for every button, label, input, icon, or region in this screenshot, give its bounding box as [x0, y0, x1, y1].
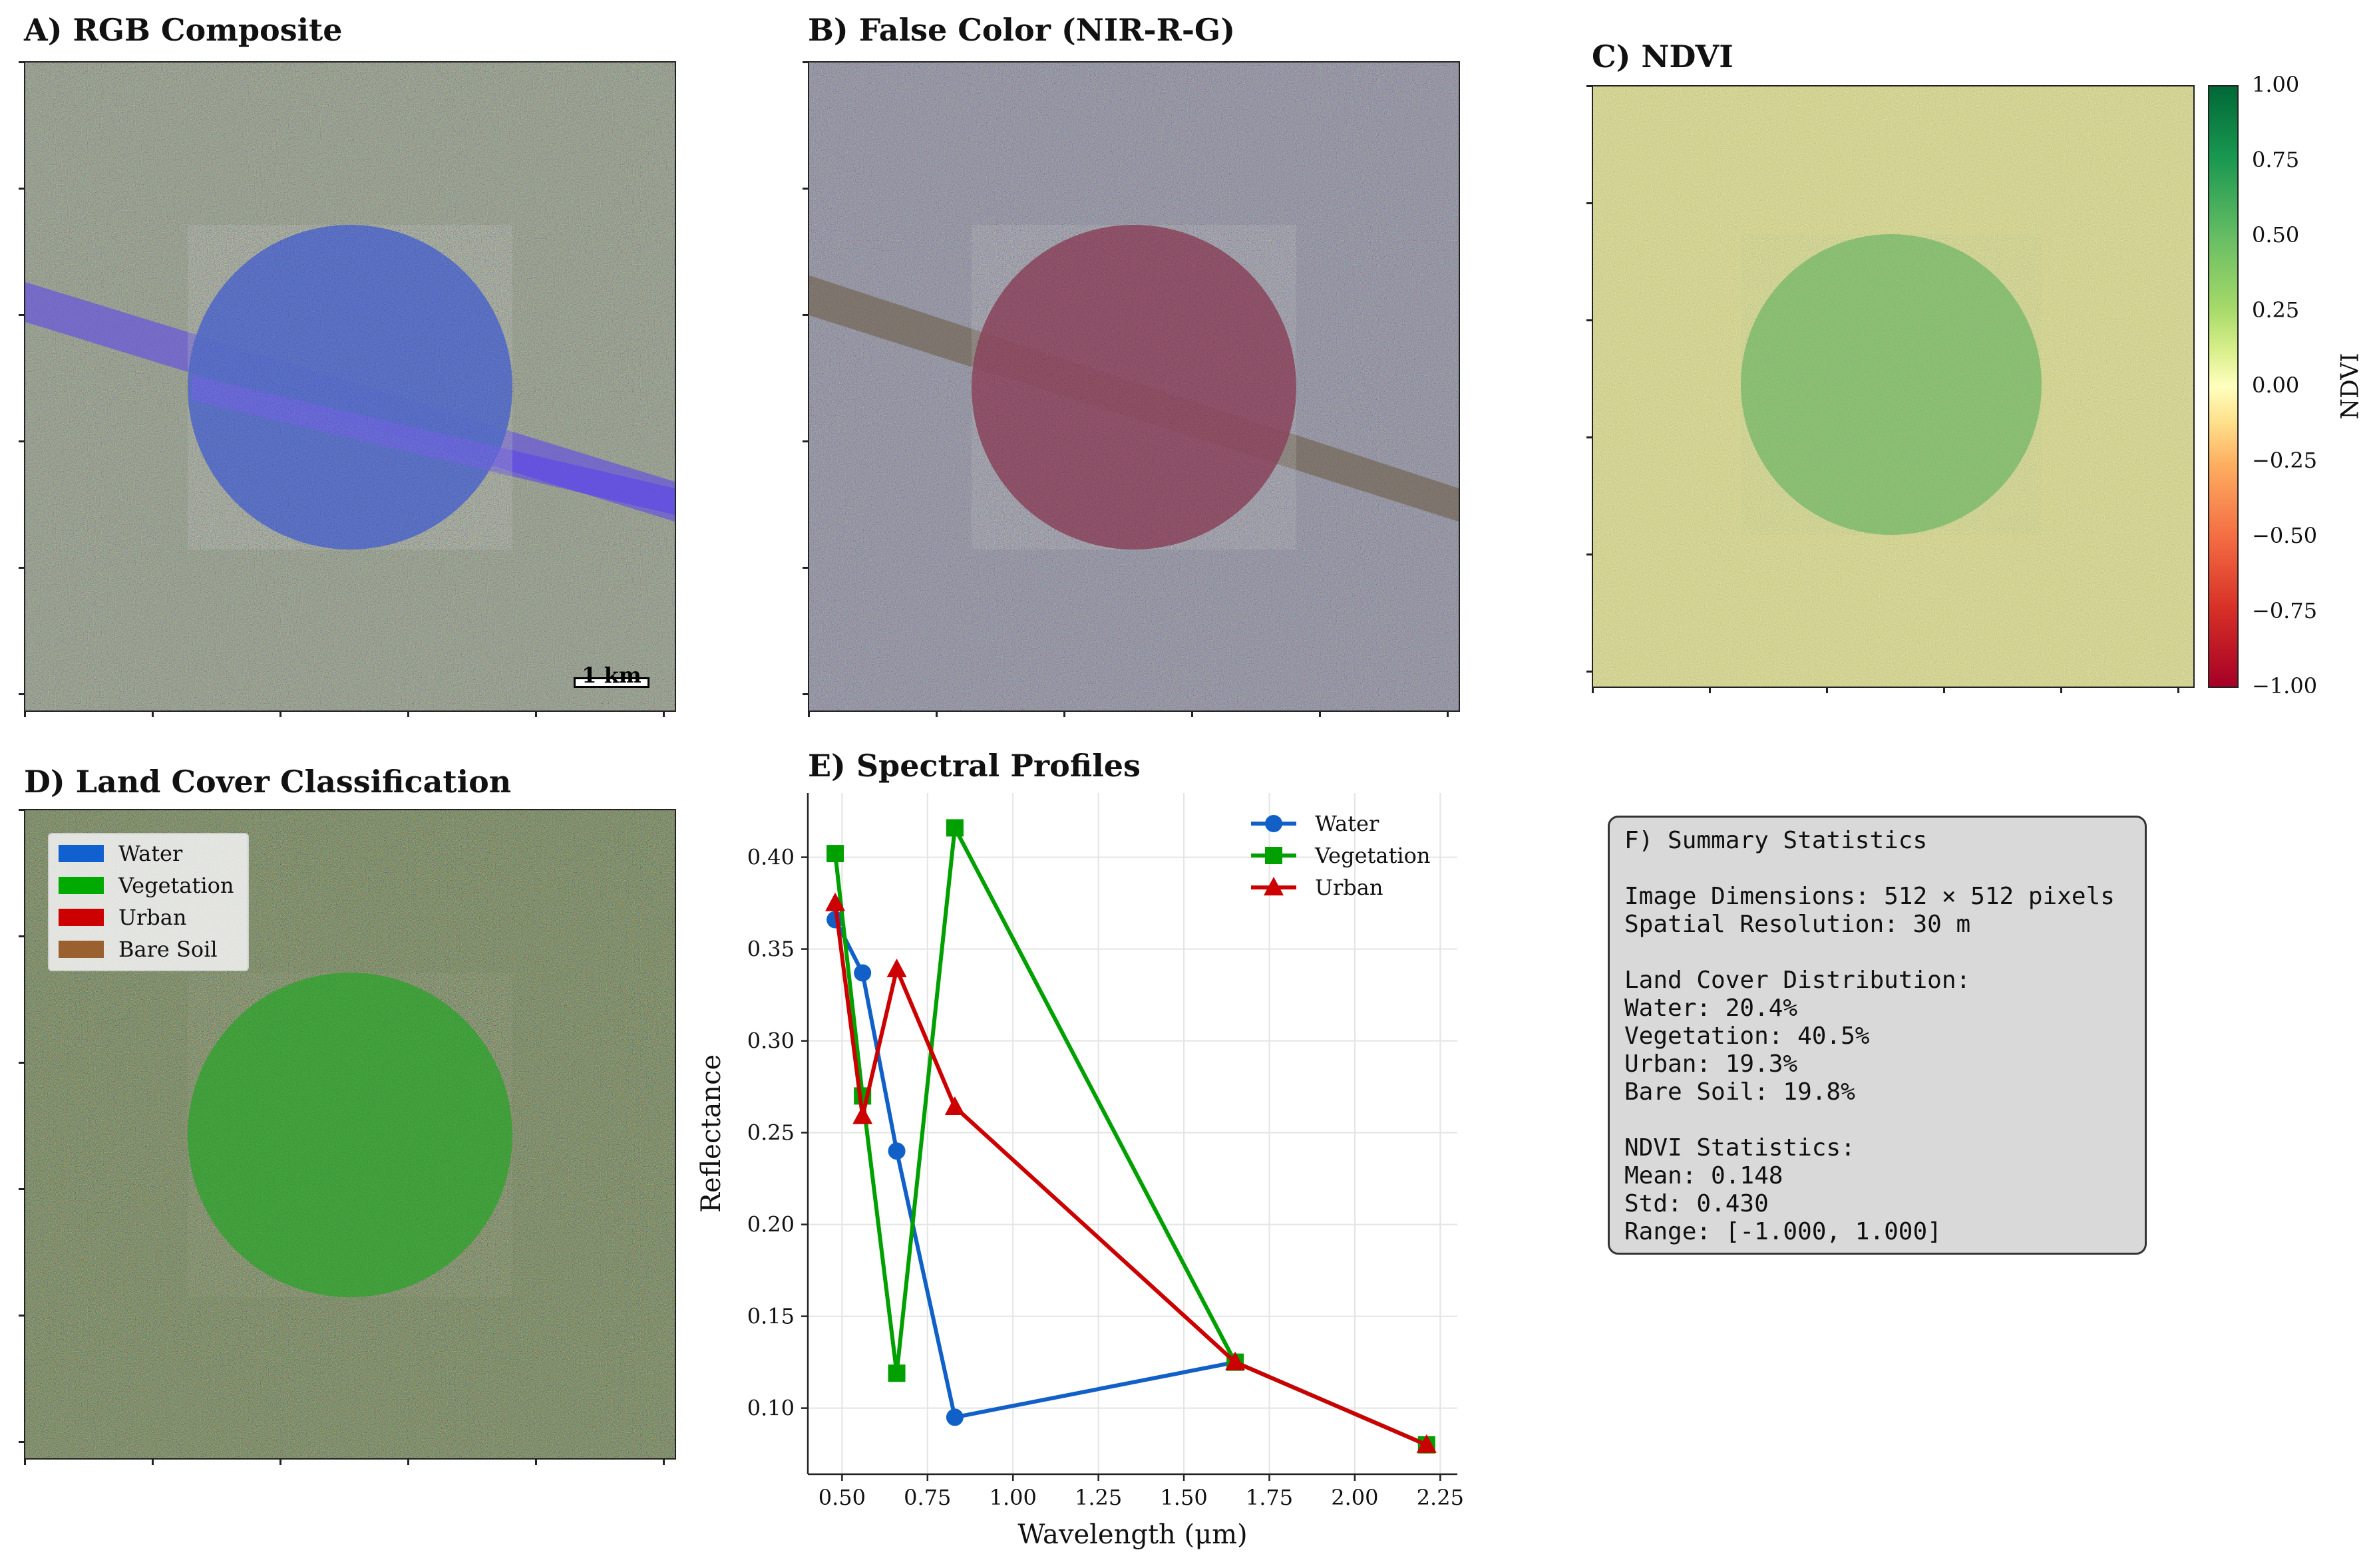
stats-line: NDVI Statistics:	[1624, 1134, 1855, 1162]
y-tick-label: 0.25	[747, 1120, 795, 1146]
stats-line: Range: [-1.000, 1.000]	[1624, 1218, 1942, 1245]
x-tick-label: 1.50	[1160, 1485, 1207, 1510]
y-tick-label: 0.30	[747, 1028, 795, 1054]
legend-item-bare-soil: Bare Soil	[59, 935, 218, 963]
legend-label: Urban	[118, 905, 187, 930]
legend-item-vegetation: Vegetation	[59, 871, 234, 899]
y-tick-label: 0.35	[747, 937, 795, 962]
data-point-urban	[825, 892, 846, 911]
data-point-urban	[944, 1096, 965, 1115]
x-tick-label: 1.25	[1075, 1485, 1122, 1510]
y-tick-label: 0.15	[747, 1304, 795, 1329]
data-point-water	[1265, 815, 1282, 832]
legend-swatch	[59, 845, 104, 862]
rgb-composite-image	[24, 61, 676, 712]
legend-label-urban: Urban	[1315, 875, 1383, 900]
data-point-vegetation	[826, 845, 844, 863]
data-point-vegetation	[1265, 847, 1282, 864]
colorbar-tick: −0.50	[2252, 523, 2318, 548]
colorbar-tick: −1.00	[2252, 673, 2318, 699]
data-point-water	[888, 1142, 906, 1160]
legend-label: Water	[118, 841, 183, 866]
colorbar-tick: 0.75	[2252, 147, 2300, 172]
panel-d-title: D) Land Cover Classification	[24, 764, 512, 800]
legend-label: Vegetation	[118, 873, 234, 898]
stats-line: Urban: 19.3%	[1624, 1050, 1798, 1078]
data-point-urban	[852, 1105, 873, 1124]
colorbar-tick: 0.25	[2252, 297, 2300, 323]
stats-line: Water: 20.4%	[1624, 995, 1798, 1022]
stats-line: Mean: 0.148	[1624, 1162, 1783, 1189]
y-axis-label: Reflectance	[696, 1054, 727, 1213]
scale-bar-label: 1 km	[582, 663, 641, 688]
x-tick-label: 2.25	[1417, 1485, 1464, 1510]
ndvi-colorbar	[2208, 85, 2239, 688]
y-tick-label: 0.10	[747, 1396, 795, 1421]
series-line-vegetation	[833, 826, 1427, 1447]
legend-label-water: Water	[1315, 811, 1379, 836]
stats-line: Spatial Resolution: 30 m	[1624, 911, 1971, 938]
y-tick-label: 0.40	[747, 845, 795, 870]
stats-line: Vegetation: 40.5%	[1624, 1022, 1870, 1050]
land-cover-legend: Water Vegetation Urban Bare Soil	[48, 833, 249, 971]
panel-c-title: C) NDVI	[1592, 39, 1734, 75]
data-point-vegetation	[888, 1364, 906, 1382]
legend-swatch	[59, 909, 104, 926]
data-point-urban	[1225, 1351, 1246, 1370]
data-point-vegetation	[946, 819, 964, 837]
data-point-urban	[886, 958, 907, 977]
colorbar-tick: 0.00	[2252, 373, 2300, 398]
data-point-water	[854, 964, 872, 982]
false-color-image	[808, 61, 1460, 712]
series-line-urban	[833, 903, 1427, 1447]
scale-bar	[574, 677, 649, 688]
stats-line: Image Dimensions: 512 × 512 pixels	[1624, 883, 2115, 910]
legend-item-water: Water	[59, 840, 182, 867]
panel-e-title: E) Spectral Profiles	[808, 748, 1141, 784]
stats-line: Std: 0.430	[1624, 1190, 1769, 1217]
x-tick-label: 2.00	[1331, 1485, 1378, 1510]
data-point-urban	[1264, 877, 1284, 895]
summary-statistics-box: F) Summary Statistics Image Dimensions: …	[1608, 816, 2147, 1255]
legend-item-urban: Urban	[59, 903, 186, 931]
colorbar-tick: −0.25	[2252, 448, 2318, 473]
colorbar-tick: 0.50	[2252, 222, 2300, 247]
x-tick-label: 1.00	[990, 1485, 1037, 1510]
stats-line: F) Summary Statistics	[1624, 827, 1928, 854]
legend-label-vegetation: Vegetation	[1314, 843, 1430, 868]
panel-b-title: B) False Color (NIR-R-G)	[808, 12, 1235, 48]
legend-swatch	[59, 877, 104, 894]
data-point-urban	[1416, 1434, 1437, 1453]
stats-line: Land Cover Distribution:	[1624, 967, 1971, 994]
colorbar-tick: −0.75	[2252, 598, 2318, 623]
series-line-water	[833, 919, 1427, 1447]
x-tick-label: 0.75	[904, 1485, 951, 1510]
x-axis-label: Wavelength (μm)	[1017, 1519, 1247, 1550]
data-point-water	[946, 1408, 964, 1426]
ndvi-image	[1592, 85, 2195, 688]
x-tick-label: 0.50	[819, 1485, 866, 1510]
x-tick-label: 1.75	[1246, 1485, 1293, 1510]
panel-a-title: A) RGB Composite	[24, 12, 343, 48]
legend-label: Bare Soil	[118, 937, 218, 962]
legend-swatch	[59, 941, 104, 958]
colorbar-tick: 1.00	[2252, 72, 2300, 97]
y-tick-label: 0.20	[747, 1212, 795, 1237]
stats-line: Bare Soil: 19.8%	[1624, 1078, 1855, 1106]
